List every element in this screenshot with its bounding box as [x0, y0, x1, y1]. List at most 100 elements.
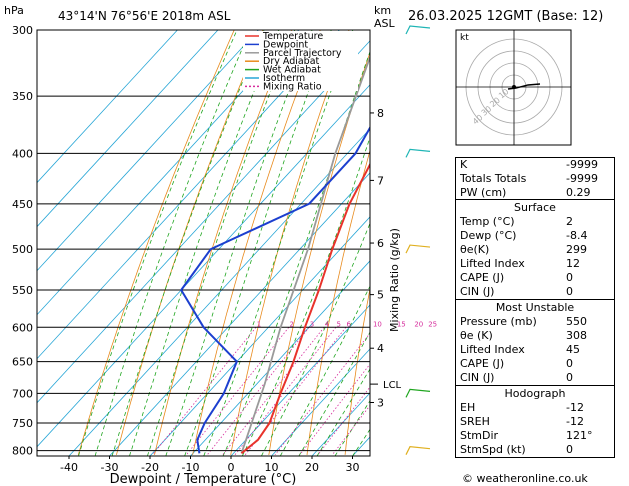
row-label: Pressure (mb): [460, 315, 537, 328]
table-row: Totals Totals -9999: [456, 172, 614, 186]
copyright-notice: © weatheronline.co.uk: [462, 472, 588, 485]
mixing-ratio-label: 20: [414, 321, 423, 329]
isotherm-line: [68, 128, 370, 456]
table-row: CIN (J) 0: [456, 371, 614, 385]
parcel-trajectory-series: [240, 54, 370, 454]
table-row: StmSpd (kt) 0: [456, 443, 614, 457]
isotherm-line: [37, 30, 219, 228]
mixing-ratio-label: 2: [290, 321, 294, 329]
indices-table: K -9999 Totals Totals -9999 PW (cm) 0.29 Surf…: [455, 157, 615, 458]
row-label: Lifted Index: [460, 257, 525, 270]
lcl-label: LCL: [383, 380, 402, 391]
mixing-ratio-line: [185, 327, 290, 456]
row-value: 2: [566, 215, 573, 228]
table-row: θe (K) 308: [456, 329, 614, 343]
wet-adiabat-line: [279, 285, 370, 456]
row-label: K: [460, 158, 468, 171]
mixing-ratio-line: [331, 404, 370, 456]
isotherm-line: [108, 172, 370, 456]
mixing-ratio-label: 5: [337, 321, 341, 329]
isotherm-line: [37, 40, 370, 404]
pressure-tick-label: 550: [12, 284, 33, 297]
table-row: StmDir 121°: [456, 429, 614, 443]
mixing-ratio-label: 10: [373, 321, 382, 329]
pressure-tick-label: 650: [12, 356, 33, 369]
row-label: CAPE (J): [460, 271, 505, 284]
mixing-ratio-line: [206, 327, 310, 456]
km-unit-label: km: [374, 4, 391, 17]
table-row: CIN (J) 0: [456, 285, 614, 299]
row-value: 12: [566, 257, 580, 270]
row-value: 0.29: [566, 186, 591, 199]
wet-adiabat-line: [78, 30, 238, 456]
x-axis-label: Dewpoint / Temperature (°C): [110, 472, 297, 486]
x-tick-label: 20: [305, 461, 319, 474]
mixing-ratio-label: 6: [346, 321, 351, 329]
row-label: CIN (J): [460, 371, 495, 384]
legend-box: [243, 31, 358, 91]
x-tick-label: -40: [60, 461, 78, 474]
dry-adiabat-line: [344, 286, 370, 455]
mixing-ratio-line: [299, 363, 370, 456]
isotherm-line: [149, 216, 370, 456]
hodograph-unit: kt: [460, 33, 469, 43]
pressure-tick-label: 700: [12, 387, 33, 400]
row-value: 299: [566, 243, 587, 256]
row-label: Temp (°C): [460, 215, 515, 228]
mixing-ratio-label: 4: [325, 321, 330, 329]
wind-barb-icon: [405, 446, 431, 455]
most-unstable-title: Most Unstable: [495, 301, 575, 314]
hodograph-trace: [507, 83, 541, 90]
most-unstable-section: Most Unstable Pressure (mb) 550 θe (K) 308 L…: [455, 299, 615, 386]
row-value: -9999: [566, 158, 598, 171]
wet-adiabat-line: [94, 30, 251, 456]
row-value: -8.4: [566, 229, 588, 242]
table-row: CAPE (J) 0: [456, 357, 614, 371]
km-tick-label: 8: [377, 107, 384, 120]
wind-barb-icon: [405, 244, 431, 254]
mixing-ratio-line: [317, 386, 370, 456]
table-row: Dewp (°C) -8.4: [456, 229, 614, 243]
row-value: 121°: [566, 429, 593, 442]
table-row: Lifted Index 12: [456, 257, 614, 271]
row-label: PW (cm): [460, 186, 507, 199]
x-tick-label: -20: [141, 461, 159, 474]
legend-label: Isotherm: [263, 73, 305, 84]
temperature-series: [240, 162, 370, 455]
isotherm-line: [189, 260, 370, 456]
station-location: 43°14'N 76°56'E 2018m ASL: [58, 9, 231, 23]
x-tick-label: 30: [346, 461, 360, 474]
hodograph-title: Hodograph: [504, 387, 566, 400]
wet-adiabat-line: [241, 136, 370, 456]
legend-label: Dry Adiabat: [263, 56, 320, 67]
pressure-tick-label: 600: [12, 321, 33, 334]
row-value: 308: [566, 329, 587, 342]
row-label: StmDir: [460, 429, 499, 442]
pressure-tick-label: 750: [12, 417, 33, 430]
storm-motion-marker: [512, 85, 516, 89]
table-row: EH -12: [456, 401, 614, 415]
legend-label: Parcel Trajectory: [263, 48, 342, 59]
km-tick-label: 6: [377, 237, 384, 250]
mixing-ratio-line: [222, 327, 325, 456]
wet-adiabat-line: [203, 30, 354, 456]
row-value: -12: [566, 401, 584, 414]
wet-adiabat-line: [261, 222, 370, 456]
asl-unit-label: ASL: [374, 17, 396, 30]
table-row: K -9999: [456, 158, 614, 172]
surface-section: Surface Temp (°C) 2 Dewp (°C) -8.4 θe(K) 299 L…: [455, 199, 615, 300]
x-tick-label: -30: [101, 461, 119, 474]
row-value: 550: [566, 315, 587, 328]
row-value: 0: [566, 271, 573, 284]
legend-label: Dewpoint: [263, 39, 308, 50]
mixing-ratio-label: 25: [428, 321, 437, 329]
sounding-datetime: 26.03.2025 12GMT (Base: 12): [408, 9, 603, 24]
pressure-tick-label: 350: [12, 90, 33, 103]
row-value: 0: [566, 371, 573, 384]
hodograph-section: Hodograph EH -12 SREH -12 StmDir 121° StmSpd (…: [455, 385, 615, 458]
km-tick-label: 7: [377, 174, 384, 187]
row-value: 0: [566, 443, 573, 456]
row-value: 0: [566, 357, 573, 370]
